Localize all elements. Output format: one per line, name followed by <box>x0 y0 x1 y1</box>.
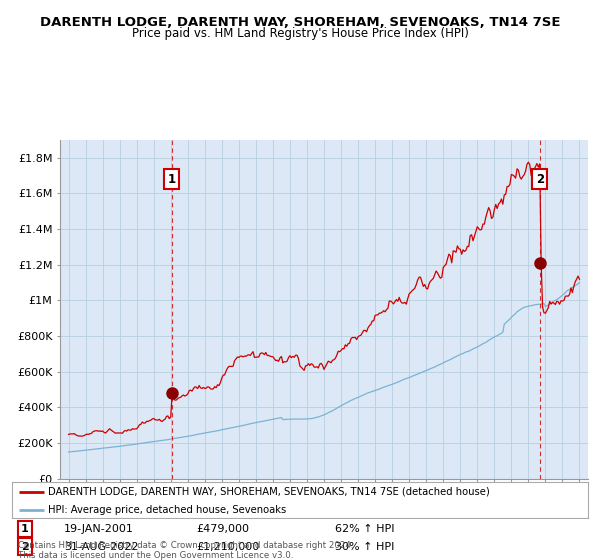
Text: HPI: Average price, detached house, Sevenoaks: HPI: Average price, detached house, Seve… <box>48 505 287 515</box>
Text: 31-AUG-2022: 31-AUG-2022 <box>64 542 139 552</box>
Text: £1,210,000: £1,210,000 <box>196 542 260 552</box>
Text: DARENTH LODGE, DARENTH WAY, SHOREHAM, SEVENOAKS, TN14 7SE: DARENTH LODGE, DARENTH WAY, SHOREHAM, SE… <box>40 16 560 29</box>
Text: 1: 1 <box>167 172 176 186</box>
Text: 2: 2 <box>21 542 29 552</box>
Text: £479,000: £479,000 <box>196 524 250 534</box>
Text: 1: 1 <box>21 524 29 534</box>
Text: Contains HM Land Registry data © Crown copyright and database right 2024.
This d: Contains HM Land Registry data © Crown c… <box>18 540 353 560</box>
Text: Price paid vs. HM Land Registry's House Price Index (HPI): Price paid vs. HM Land Registry's House … <box>131 27 469 40</box>
Text: DARENTH LODGE, DARENTH WAY, SHOREHAM, SEVENOAKS, TN14 7SE (detached house): DARENTH LODGE, DARENTH WAY, SHOREHAM, SE… <box>48 487 490 497</box>
Text: 19-JAN-2001: 19-JAN-2001 <box>64 524 134 534</box>
Text: 62% ↑ HPI: 62% ↑ HPI <box>335 524 394 534</box>
Text: 2: 2 <box>536 172 544 186</box>
Text: 30% ↑ HPI: 30% ↑ HPI <box>335 542 394 552</box>
